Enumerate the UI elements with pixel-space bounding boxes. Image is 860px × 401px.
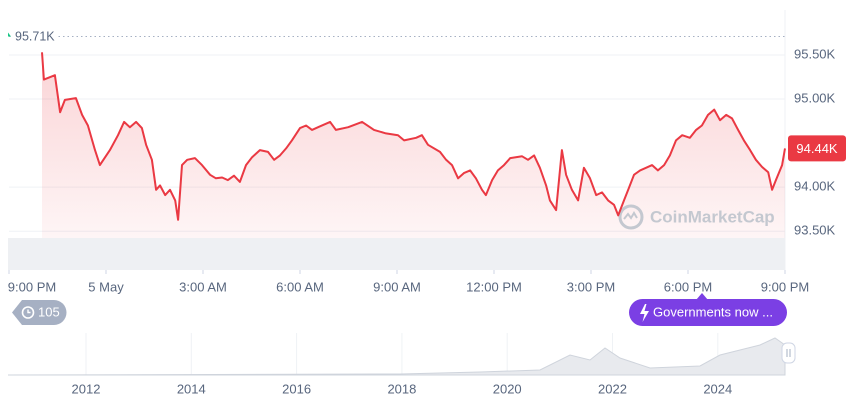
- area: [42, 52, 785, 270]
- high-marker: [8, 32, 11, 37]
- navigator-label: 2022: [598, 381, 627, 396]
- current-price-badge: [788, 135, 846, 162]
- news-text: Governments now ...: [653, 304, 773, 319]
- y-tick-label: 94.00K: [794, 179, 836, 194]
- x-tick-label: 6:00 AM: [276, 279, 324, 294]
- navigator-label: 2012: [72, 381, 101, 396]
- x-tick-label: 5 May: [88, 279, 124, 294]
- watermark-text: CoinMarketCap: [650, 207, 775, 226]
- high-label-bg: [12, 28, 58, 45]
- x-tick-label: 9:00 PM: [761, 279, 809, 294]
- y-tick-label: 95.50K: [794, 46, 836, 61]
- navigator: [7, 333, 796, 376]
- high-label: 95.71K: [15, 30, 55, 44]
- news-badge[interactable]: Governments now ...: [629, 293, 787, 326]
- navigator-label: 2016: [282, 381, 311, 396]
- x-tick-label: 3:00 PM: [567, 279, 615, 294]
- alerts-badge[interactable]: 105: [12, 300, 67, 325]
- x-tick-label: 9:00 AM: [373, 279, 421, 294]
- navigator-label: 2020: [493, 381, 522, 396]
- price-line: [41, 52, 786, 221]
- watermark: CoinMarketCap: [618, 204, 775, 230]
- x-tick-label: 12:00 PM: [466, 279, 522, 294]
- y-tick-label: 93.50K: [794, 223, 836, 238]
- volume-band: [8, 238, 785, 270]
- x-tick-label: 3:00 AM: [179, 279, 227, 294]
- navigator-label: 2024: [703, 381, 732, 396]
- alerts-count: 105: [38, 304, 60, 319]
- current-price-label: 94.44K: [796, 141, 838, 156]
- x-tick-label: 6:00 PM: [664, 279, 712, 294]
- navigator-label: 2018: [387, 381, 416, 396]
- navigator-label: 2014: [177, 381, 206, 396]
- y-tick-label: 95.00K: [794, 90, 836, 105]
- x-tick-label: 9:00 PM: [8, 279, 56, 294]
